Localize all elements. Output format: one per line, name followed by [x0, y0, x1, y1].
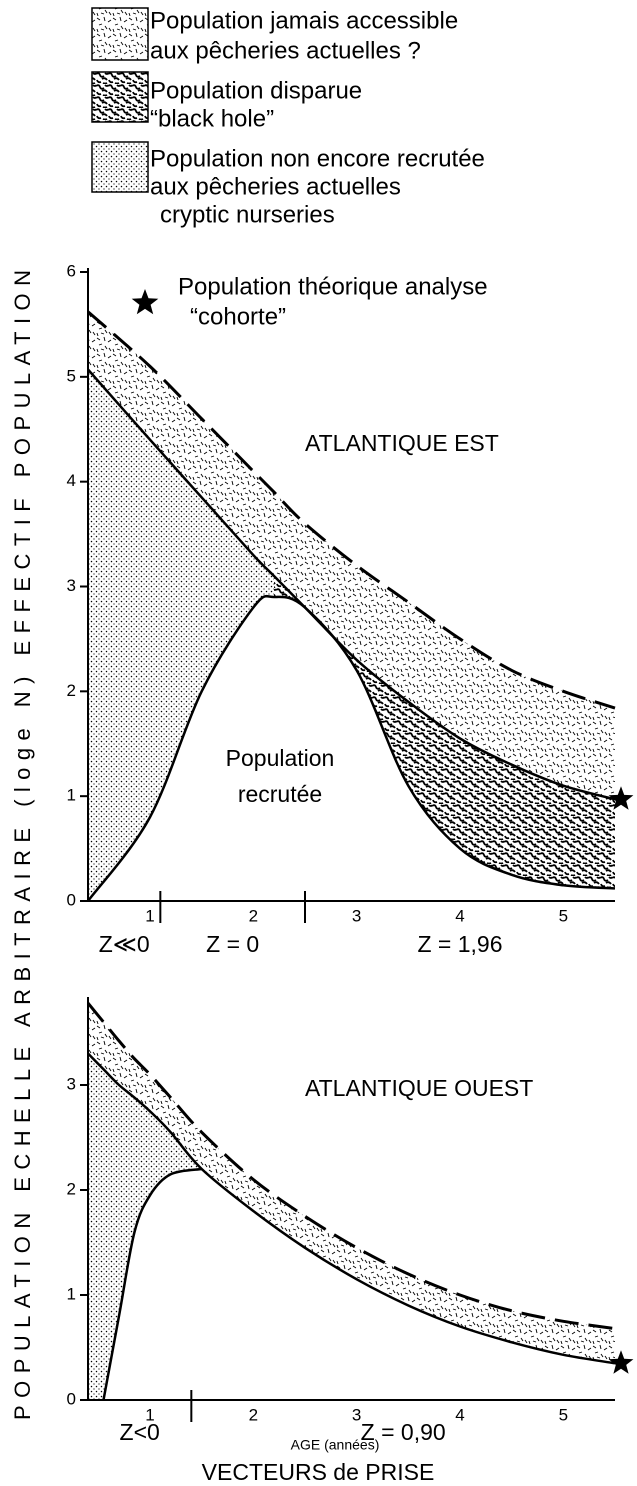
zone-label: Z = 1,96 — [417, 931, 502, 957]
annotation: recrutée — [238, 781, 322, 807]
y-tick-label: 5 — [67, 366, 76, 385]
zone-label: Z = 0,90 — [361, 1419, 446, 1445]
legend-swatch — [91, 7, 149, 61]
footer-label: VECTEURS de PRISE — [202, 1459, 435, 1485]
annotation: ATLANTIQUE OUEST — [305, 1075, 533, 1101]
x-tick-label: 1 — [145, 906, 154, 925]
plot — [86, 310, 616, 902]
plot — [86, 1002, 616, 1401]
x-tick-label: 4 — [455, 1405, 464, 1424]
legend-label: “cohorte” — [190, 303, 286, 330]
curve — [86, 1002, 616, 1331]
annotation: ATLANTIQUE EST — [305, 430, 499, 456]
end-star — [608, 1350, 634, 1374]
y-tick-label: 2 — [67, 1179, 76, 1198]
y-tick-label: 3 — [67, 1074, 76, 1093]
x-tick-label: 3 — [352, 906, 361, 925]
y-tick-label: 3 — [67, 576, 76, 595]
area-inaccessible — [88, 1003, 615, 1364]
legend-swatch — [91, 71, 149, 123]
curve — [87, 310, 616, 710]
x-tick-label: 5 — [559, 906, 568, 925]
x-tick-label: 2 — [249, 1405, 258, 1424]
legend-label: “black hole” — [150, 105, 274, 132]
y-tick-label: 1 — [67, 1284, 76, 1303]
legend-label: Population jamais accessible — [150, 7, 458, 34]
annotation: Population — [226, 745, 335, 771]
y-tick-label: 0 — [67, 1389, 76, 1408]
y-axis-label: POPULATION ECHELLE ARBITRAIRE (loge N) E… — [10, 270, 35, 1420]
x-tick-label: 3 — [352, 1405, 361, 1424]
legend-label: cryptic nurseries — [160, 201, 335, 228]
legend-label: aux pêcheries actuelles ? — [150, 37, 421, 64]
zone-label: Z = 0 — [206, 931, 259, 957]
legend-label: aux pêcheries actuelles — [150, 173, 401, 200]
legend-label: Population disparue — [150, 77, 362, 104]
x-axis-label: AGE (années) — [291, 1437, 380, 1453]
x-tick-label: 2 — [249, 906, 258, 925]
y-tick-label: 4 — [67, 471, 76, 490]
area-not-recruited — [88, 369, 274, 901]
zone-label: Z≪0 — [99, 931, 150, 957]
legend-label: Population théorique analyse — [178, 273, 488, 300]
x-tick-label: 5 — [559, 1405, 568, 1424]
area-inaccessible — [88, 311, 615, 800]
x-tick-label: 4 — [455, 906, 464, 925]
zone-label: Z<0 — [120, 1419, 160, 1445]
y-tick-label: 6 — [67, 261, 76, 280]
area-not-recruited — [88, 1053, 202, 1400]
legend-label: Population non encore recrutée — [150, 145, 485, 172]
end-star — [608, 786, 634, 810]
curve — [87, 1052, 616, 1365]
curve — [102, 1167, 202, 1401]
legend-star — [131, 289, 159, 315]
x-tick-label: 1 — [145, 1405, 154, 1424]
legend-swatch — [91, 141, 149, 193]
curve — [86, 594, 616, 902]
y-tick-label: 2 — [67, 681, 76, 700]
y-tick-label: 1 — [67, 786, 76, 805]
area-black-hole — [274, 576, 615, 889]
y-tick-label: 0 — [67, 890, 76, 909]
